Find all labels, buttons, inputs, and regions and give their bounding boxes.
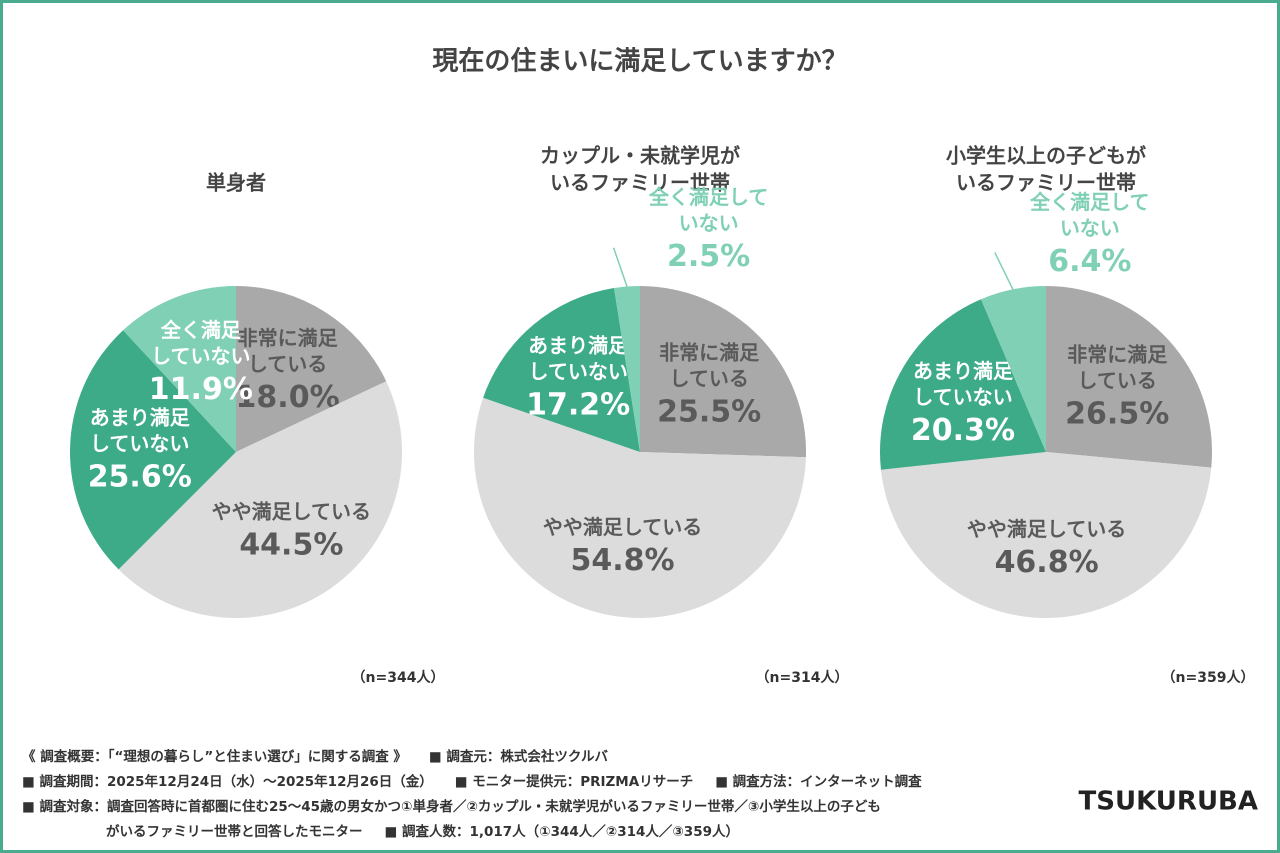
- pie-slice: [483, 288, 640, 452]
- slice-label: あまり満足: [913, 359, 1014, 383]
- value-label: 11.9%: [149, 372, 253, 407]
- chart-title: 単身者: [206, 171, 266, 195]
- footer-item: ■ 調査対象：調査回答時に首都圏に住む25〜45歳の男女かつ①単身者／②カップル…: [22, 799, 881, 815]
- slice-label: 非常に満足: [238, 326, 339, 350]
- footer-line: ■ 調査対象：調査回答時に首都圏に住む25〜45歳の男女かつ①単身者／②カップル…: [22, 795, 944, 820]
- footer-item: がいるファミリー世帯と回答したモニター: [106, 824, 363, 840]
- pie-slice: [1046, 286, 1212, 468]
- pie-slice: [473, 397, 806, 619]
- footer-item: 《 調査概要：「“理想の暮らし”と住まい選び」に関する調査 》: [22, 749, 407, 765]
- pie-slice: [880, 452, 1212, 619]
- leader-line: [994, 252, 1014, 290]
- footer-item: ■ モニター提供元：PRIZMAリサーチ: [454, 774, 694, 790]
- slice-label: 全く満足して: [1029, 190, 1149, 214]
- pie-slice: [981, 286, 1046, 452]
- chart-title: 小学生以上の子どもが: [946, 144, 1146, 168]
- footer-line: ■ 調査期間：2025年12月24日（水）〜2025年12月26日（金） ■ モニ…: [22, 770, 944, 795]
- slice-label: やや満足している: [543, 515, 702, 539]
- footer-item: ■ 調査期間：2025年12月24日（水）〜2025年12月26日（金）: [22, 774, 433, 790]
- slice-label: していない: [151, 344, 250, 368]
- slice-label: 非常に満足: [1067, 343, 1168, 367]
- value-label: 44.5%: [239, 527, 343, 562]
- pie-slice: [123, 286, 236, 452]
- chart-title: いるファミリー世帯: [550, 171, 730, 195]
- footer-line: 《 調査概要：「“理想の暮らし”と住まい選び」に関する調査 》 ■ 調査元：株式会…: [22, 745, 944, 770]
- value-label: 26.5%: [1065, 397, 1169, 432]
- slice-label: あまり満足: [90, 406, 191, 430]
- pie-slice: [70, 330, 237, 570]
- slice-label: 非常に満足: [659, 340, 760, 364]
- footer-line: がいるファミリー世帯と回答したモニター ■ 調査人数：1,017人（①344人／②…: [22, 820, 944, 845]
- slice-label: 全く満足: [160, 318, 242, 342]
- slice-label: している: [248, 352, 327, 376]
- slice-label: していない: [528, 360, 627, 384]
- pie-slice: [614, 286, 640, 452]
- value-label: 18.0%: [236, 380, 340, 415]
- slice-label: している: [669, 366, 748, 390]
- slice-label: やや満足している: [967, 517, 1126, 541]
- logo: TSUKURUBA: [1079, 787, 1258, 817]
- slice-label: あまり満足: [528, 334, 629, 358]
- chart-title: カップル・未就学児が: [540, 144, 740, 168]
- leader-line: [612, 247, 628, 287]
- slice-label: やや満足している: [212, 499, 371, 523]
- value-label: 6.4%: [1048, 244, 1131, 279]
- slice-label: している: [1078, 369, 1157, 393]
- slice-label: いない: [1060, 216, 1120, 240]
- slice-label: していない: [913, 385, 1012, 409]
- value-label: 25.6%: [88, 460, 192, 495]
- sample-note: （n=359人）: [1162, 669, 1255, 686]
- page-title: 現在の住まいに満足していますか？: [432, 46, 847, 77]
- value-label: 25.5%: [657, 394, 761, 429]
- sample-note: （n=344人）: [352, 669, 445, 686]
- chart-title: いるファミリー世帯: [956, 171, 1136, 195]
- value-label: 54.8%: [571, 543, 675, 578]
- value-label: 17.2%: [526, 388, 630, 423]
- pie-slice: [640, 286, 807, 458]
- slice-label: していない: [90, 432, 189, 456]
- slice-label: 全く満足して: [648, 185, 768, 209]
- pie-slice: [236, 286, 387, 452]
- value-label: 2.5%: [667, 239, 750, 274]
- footer-item: ■ 調査方法：インターネット調査: [715, 774, 922, 790]
- footer-item: ■ 調査元：株式会社ツクルバ: [428, 749, 608, 765]
- slice-label: いない: [679, 211, 739, 235]
- sample-note: （n=314人）: [756, 669, 849, 686]
- footer: 《 調査概要：「“理想の暮らし”と住まい選び」に関する調査 》 ■ 調査元：株式会…: [22, 745, 944, 845]
- footer-item: ■ 調査人数：1,017人（①344人／②314人／③359人）: [384, 824, 740, 840]
- value-label: 20.3%: [911, 413, 1015, 448]
- pie-slice: [879, 299, 1046, 470]
- value-label: 46.8%: [995, 545, 1099, 580]
- pie-slice: [118, 381, 403, 618]
